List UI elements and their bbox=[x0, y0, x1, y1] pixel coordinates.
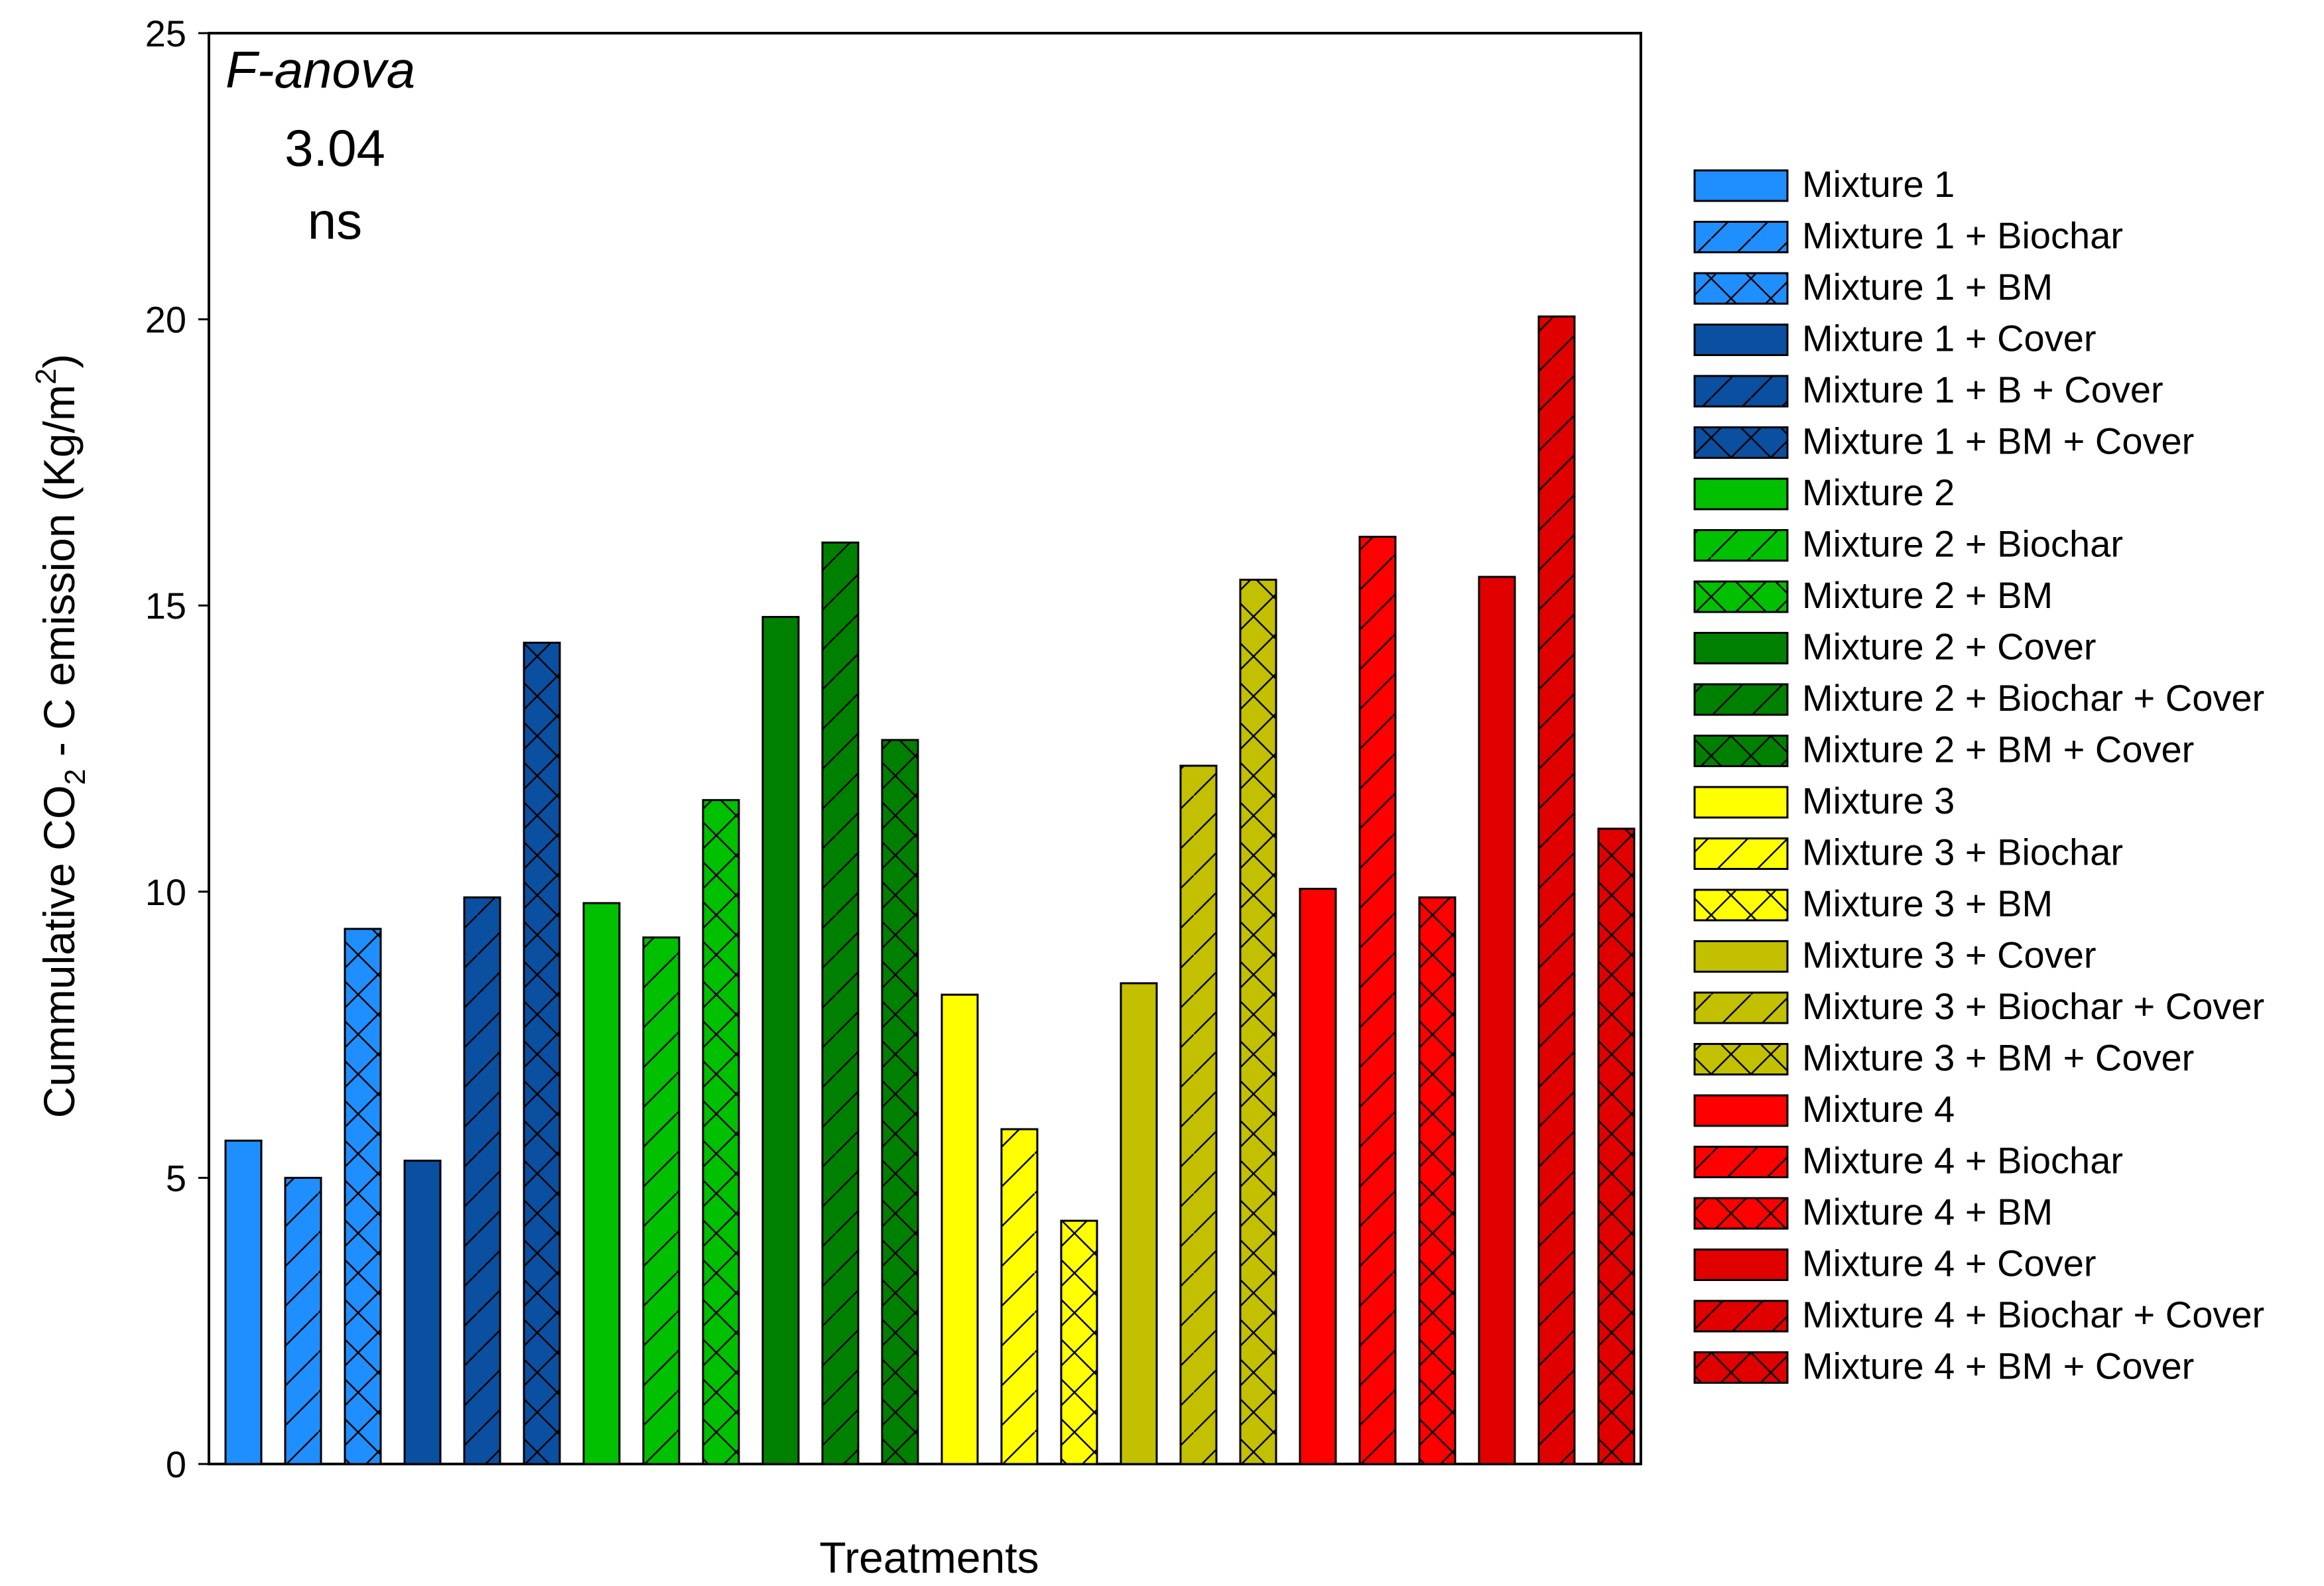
legend-label-17: Mixture 3 + Biochar + Cover bbox=[1802, 985, 2264, 1027]
legend-swatch-9 bbox=[1693, 580, 1789, 613]
bar-11 bbox=[821, 541, 860, 1465]
legend-swatch-2 bbox=[1693, 221, 1789, 253]
legend-label-4: Mixture 1 + Cover bbox=[1802, 318, 2097, 359]
legend-swatch-14 bbox=[1693, 837, 1789, 870]
legend-label-2: Mixture 1 + Biochar bbox=[1802, 215, 2123, 257]
legend-swatch-5 bbox=[1693, 375, 1789, 408]
legend-swatch-15 bbox=[1693, 888, 1789, 922]
legend-label-7: Mixture 2 bbox=[1802, 471, 1955, 513]
legend-swatch-8 bbox=[1693, 529, 1789, 562]
bars bbox=[224, 315, 1636, 1465]
bar-5 bbox=[463, 896, 501, 1465]
legend-swatch-13 bbox=[1693, 786, 1789, 819]
bar-21 bbox=[1418, 896, 1456, 1465]
legend-label-20: Mixture 4 + Biochar bbox=[1802, 1140, 2123, 1182]
legend-swatch-20 bbox=[1693, 1146, 1789, 1178]
bar-16 bbox=[1120, 982, 1158, 1465]
legend-label-6: Mixture 1 + BM + Cover bbox=[1802, 420, 2194, 462]
bar-14 bbox=[1000, 1128, 1039, 1465]
bar-2 bbox=[284, 1176, 322, 1465]
y-tick-label: 5 bbox=[166, 1157, 186, 1199]
bar-3 bbox=[344, 928, 382, 1465]
legend-swatch-12 bbox=[1693, 735, 1789, 767]
anova-title: F-anova bbox=[226, 40, 415, 99]
legend: Mixture 1 Mixture 1 + Biochar Mixture 1 + … bbox=[1693, 163, 2264, 1387]
legend-swatch-17 bbox=[1693, 991, 1789, 1024]
legend-label-12: Mixture 2 + BM + Cover bbox=[1802, 729, 2194, 770]
bar-20 bbox=[1358, 536, 1397, 1465]
legend-swatch-10 bbox=[1693, 632, 1789, 664]
bar-22 bbox=[1478, 576, 1516, 1465]
legend-label-18: Mixture 3 + BM + Cover bbox=[1802, 1037, 2194, 1079]
bar-24 bbox=[1597, 827, 1636, 1465]
x-axis-label: Treatments bbox=[819, 1533, 1039, 1582]
legend-label-22: Mixture 4 + Cover bbox=[1802, 1243, 2097, 1284]
legend-swatch-3 bbox=[1693, 272, 1789, 305]
legend-swatch-24 bbox=[1693, 1351, 1789, 1384]
bar-12 bbox=[881, 739, 919, 1465]
legend-label-5: Mixture 1 + B + Cover bbox=[1802, 369, 2163, 410]
bar-13 bbox=[940, 993, 979, 1465]
legend-swatch-7 bbox=[1693, 477, 1789, 511]
y-tick-label: 25 bbox=[145, 13, 186, 54]
legend-swatch-22 bbox=[1693, 1249, 1789, 1281]
bar-23 bbox=[1537, 315, 1576, 1465]
bar-18 bbox=[1239, 578, 1277, 1465]
bar-10 bbox=[761, 615, 800, 1465]
bar-17 bbox=[1179, 764, 1218, 1465]
legend-swatch-16 bbox=[1693, 940, 1789, 973]
anova-significance: ns bbox=[308, 192, 362, 250]
y-tick-label: 0 bbox=[166, 1443, 186, 1485]
legend-label-19: Mixture 4 bbox=[1802, 1088, 1955, 1130]
y-axis-label: Cummulative CO2 - C emission (Kg/m2) bbox=[30, 354, 92, 1119]
y-axis: 0 5 10 15 20 25 bbox=[145, 13, 209, 1485]
legend-swatch-18 bbox=[1693, 1043, 1789, 1075]
y-tick-label: 10 bbox=[145, 871, 186, 913]
bar-7 bbox=[582, 902, 621, 1465]
bar-6 bbox=[523, 641, 561, 1465]
legend-label-13: Mixture 3 bbox=[1802, 780, 1955, 822]
bar-19 bbox=[1299, 887, 1337, 1465]
bar-1 bbox=[224, 1139, 263, 1465]
anova-value: 3.04 bbox=[285, 119, 385, 177]
legend-label-23: Mixture 4 + Biochar + Cover bbox=[1802, 1294, 2264, 1335]
legend-label-8: Mixture 2 + Biochar bbox=[1802, 523, 2123, 565]
legend-swatch-21 bbox=[1693, 1197, 1789, 1230]
bar-4 bbox=[403, 1160, 442, 1465]
legend-swatch-1 bbox=[1693, 169, 1789, 202]
legend-label-15: Mixture 3 + BM bbox=[1802, 883, 2053, 924]
legend-label-1: Mixture 1 bbox=[1802, 163, 1955, 205]
bar-8 bbox=[642, 936, 680, 1465]
bar-15 bbox=[1060, 1219, 1098, 1465]
legend-label-14: Mixture 3 + Biochar bbox=[1802, 831, 2123, 873]
legend-label-10: Mixture 2 + Cover bbox=[1802, 626, 2097, 668]
legend-label-11: Mixture 2 + Biochar + Cover bbox=[1802, 677, 2264, 719]
legend-swatch-4 bbox=[1693, 324, 1789, 356]
legend-swatch-23 bbox=[1693, 1300, 1789, 1333]
bar-9 bbox=[702, 799, 740, 1465]
legend-label-9: Mixture 2 + BM bbox=[1802, 574, 2053, 616]
legend-swatch-19 bbox=[1693, 1094, 1789, 1127]
legend-swatch-11 bbox=[1693, 683, 1789, 716]
legend-label-3: Mixture 1 + BM bbox=[1802, 266, 2053, 308]
legend-label-24: Mixture 4 + BM + Cover bbox=[1802, 1345, 2194, 1387]
legend-swatch-6 bbox=[1693, 426, 1789, 459]
legend-label-16: Mixture 3 + Cover bbox=[1802, 934, 2097, 976]
plot-area-frame bbox=[208, 32, 1642, 1465]
y-tick-label: 15 bbox=[145, 585, 186, 627]
y-tick-label: 20 bbox=[145, 299, 186, 341]
legend-label-21: Mixture 4 + BM bbox=[1802, 1191, 2053, 1233]
